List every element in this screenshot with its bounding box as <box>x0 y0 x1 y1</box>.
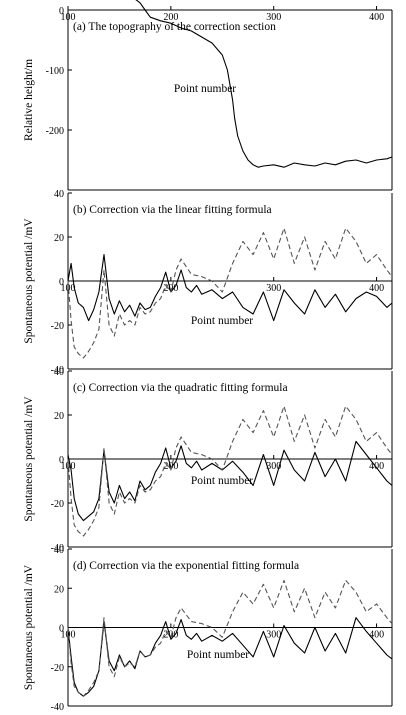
x-tick-label: 100 <box>61 461 76 472</box>
x-tick-label: 400 <box>369 283 384 294</box>
series-line-solid <box>67 617 393 697</box>
y-tick-label: 0 <box>59 624 64 635</box>
y-tick-label: 0 <box>59 277 64 288</box>
x-tick-label: 200 <box>163 630 178 641</box>
x-axis-label: Point number <box>174 83 236 95</box>
chart-title: (d) Correction via the exponential fitti… <box>73 560 299 572</box>
series-line-dashed <box>67 405 393 537</box>
chart-title: (b) Correction via the linear fitting fo… <box>73 204 272 216</box>
y-tick-label: 40 <box>54 367 64 378</box>
y-axis-label: Spontaneous potential /mV <box>23 564 35 690</box>
y-tick-label: 20 <box>54 233 64 244</box>
x-tick-label: 300 <box>266 12 281 23</box>
x-tick-label: 100 <box>61 630 76 641</box>
y-tick-label: 40 <box>54 189 64 200</box>
panel-a: 100 200 300 400 0 -100 -200 (a) The topography … <box>23 0 393 191</box>
y-tick-label: 20 <box>54 584 64 595</box>
x-tick-label: 200 <box>163 283 178 294</box>
x-tick-label: 100 <box>61 12 76 23</box>
x-tick-label: 400 <box>369 461 384 472</box>
y-tick-label: -100 <box>46 66 64 77</box>
y-tick-label: -40 <box>51 365 64 376</box>
series-line-solid <box>67 254 393 322</box>
x-tick-label: 100 <box>61 283 76 294</box>
x-tick-label: 300 <box>266 283 281 294</box>
y-axis-label: Spontaneous potential /mV <box>23 396 35 522</box>
y-tick-label: -40 <box>51 702 64 713</box>
x-axis-label: Point number <box>187 649 249 661</box>
y-tick-label: -20 <box>51 499 64 510</box>
y-axis-label: Spontaneous potential /mV <box>23 218 35 344</box>
x-tick-label: 300 <box>266 461 281 472</box>
y-axis-label: Relative height/m <box>23 59 35 141</box>
x-axis-label: Point number <box>191 315 253 327</box>
y-tick-label: -200 <box>46 126 64 137</box>
y-tick-label: 0 <box>59 6 64 17</box>
y-tick-label: 40 <box>54 545 64 556</box>
y-tick-label: -20 <box>51 321 64 332</box>
x-tick-label: 300 <box>266 630 281 641</box>
y-tick-label: 20 <box>54 411 64 422</box>
y-tick-label: 0 <box>59 455 64 466</box>
chart-title: (c) Correction via the quadratic fitting… <box>73 382 288 394</box>
y-tick-label: -40 <box>51 543 64 554</box>
series-line-solid <box>135 0 393 168</box>
x-axis-label: Point number <box>191 475 253 487</box>
x-tick-label: 400 <box>369 12 384 23</box>
y-tick-label: -20 <box>51 663 64 674</box>
chart-title: (a) The topography of the correction sec… <box>73 21 276 33</box>
x-tick-label: 400 <box>369 630 384 641</box>
series-line-dashed <box>67 579 393 697</box>
x-tick-label: 200 <box>163 12 178 23</box>
